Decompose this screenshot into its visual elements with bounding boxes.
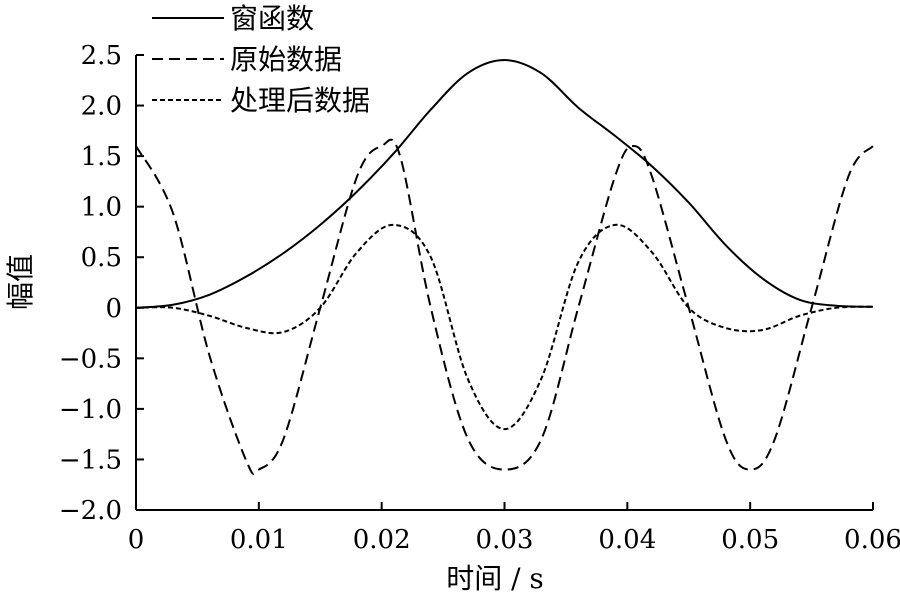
y-tick-label: −0.5 [59,344,122,374]
y-tick-label: −1.5 [59,445,122,475]
y-tick-label: −1.0 [59,395,122,425]
x-axis-title: 时间 / s [446,562,544,595]
x-tick-label: 0.05 [721,525,779,555]
x-tick-label: 0.02 [353,525,411,555]
series-line-1 [135,59,874,309]
legend-label: 原始数据 [230,43,342,76]
ticks: 0 0.01 0.02 0.03 0.04 0.05 0.06 2.5 2.0 1.5 1.0 0.5… [59,41,900,555]
axes [135,55,873,511]
legend-label: 处理后数据 [230,84,370,117]
y-tick-label: −2.0 [59,496,122,526]
legend-label: 窗函数 [230,2,314,35]
y-tick-label: 0 [105,294,122,324]
x-tick-label: 0.03 [476,525,534,555]
x-tick-label: 0.01 [230,525,288,555]
series-lines [135,59,874,475]
x-tick-label: 0.06 [844,525,900,555]
y-tick-label: 2.0 [81,92,122,122]
x-tick-label: 0 [128,525,145,555]
y-tick-label: 0.5 [81,243,122,273]
y-tick-label: 1.0 [81,193,122,223]
series-line-3 [135,223,874,431]
y-axis-title: 幅值 [4,254,37,310]
y-tick-label: 1.5 [81,142,122,172]
x-tick-label: 0.04 [598,525,656,555]
y-tick-label: 2.5 [81,41,122,71]
series-line-2 [135,138,874,475]
